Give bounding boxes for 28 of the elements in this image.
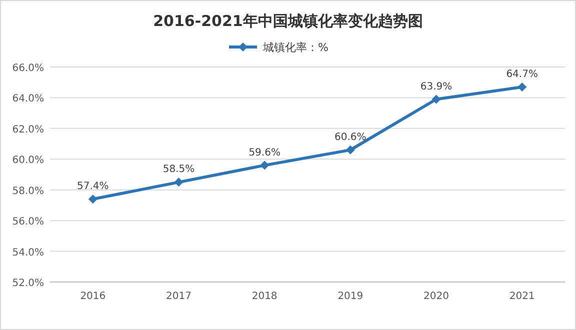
x-tick-label: 2017 — [166, 291, 192, 302]
data-label: 64.7% — [506, 68, 538, 80]
y-tick-label: 56.0% — [12, 216, 44, 228]
y-tick-label: 62.0% — [12, 124, 44, 136]
data-label: 60.6% — [334, 132, 366, 143]
legend-label: 城镇化率：% — [262, 41, 328, 54]
point — [518, 82, 527, 92]
point — [174, 178, 184, 187]
y-tick-label: 52.0% — [12, 278, 44, 289]
x-tick-label: 2021 — [509, 291, 535, 302]
y-tick-label: 66.0% — [12, 63, 44, 74]
y-tick-label: 58.0% — [12, 186, 44, 197]
data-label: 57.4% — [77, 181, 109, 192]
y-tick-label: 60.0% — [12, 155, 44, 166]
data-label: 58.5% — [162, 164, 195, 176]
x-tick-label: 2020 — [424, 291, 449, 302]
point — [260, 160, 270, 170]
point — [432, 94, 441, 104]
y-tick-label: 64.0% — [12, 94, 44, 105]
point — [88, 194, 98, 204]
y-tick-label: 54.0% — [12, 247, 44, 258]
point — [346, 145, 355, 154]
chart-title: 2016-2021年中国城镇化率变化趋势图 — [153, 12, 423, 30]
x-tick-label: 2019 — [338, 291, 364, 302]
x-tick-label: 2016 — [80, 291, 106, 302]
x-tick-label: 2018 — [252, 291, 278, 302]
data-label: 59.6% — [248, 147, 280, 158]
data-label: 63.9% — [420, 81, 452, 92]
